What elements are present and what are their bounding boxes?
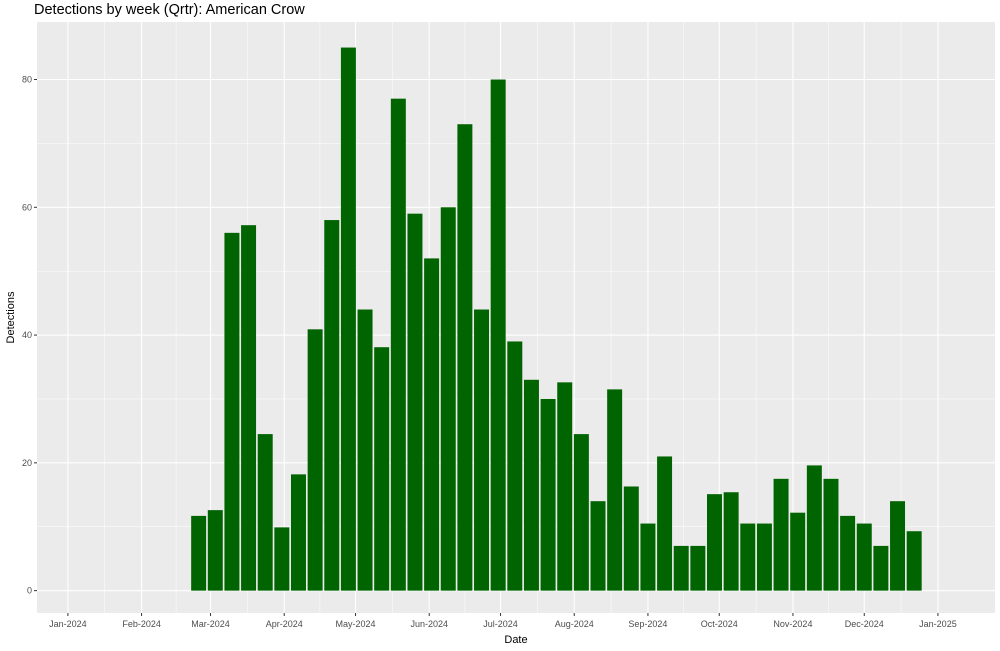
x-tick-label: Feb-2024 bbox=[122, 619, 161, 629]
x-tick-label: Jun-2024 bbox=[410, 619, 448, 629]
y-axis: 0 20 40 60 80 bbox=[22, 75, 37, 596]
bar bbox=[224, 232, 240, 591]
bar bbox=[523, 379, 539, 591]
x-axis: Jan-2024 Feb-2024 Mar-2024 Apr-2024 May-2024… bbox=[49, 613, 957, 629]
bar bbox=[457, 124, 473, 591]
x-tick-label: Sep-2024 bbox=[628, 619, 667, 629]
bar bbox=[590, 501, 606, 591]
y-tick-label: 40 bbox=[22, 330, 32, 340]
bar bbox=[374, 347, 390, 591]
y-tick-label: 20 bbox=[22, 458, 32, 468]
x-tick-label: Oct-2024 bbox=[701, 619, 738, 629]
y-tick-label: 0 bbox=[27, 586, 32, 596]
bar bbox=[756, 523, 772, 591]
bar bbox=[291, 474, 306, 591]
bar bbox=[740, 523, 756, 591]
bar bbox=[840, 515, 856, 591]
bars bbox=[191, 47, 922, 591]
bar bbox=[723, 492, 739, 591]
bar bbox=[890, 501, 906, 591]
y-tick-label: 80 bbox=[22, 75, 32, 85]
bar bbox=[357, 309, 373, 591]
bar bbox=[573, 434, 589, 591]
bar bbox=[191, 515, 207, 591]
bar bbox=[507, 341, 523, 591]
x-tick-label: Apr-2024 bbox=[266, 619, 303, 629]
bar bbox=[640, 523, 656, 591]
x-tick-label: Jan-2024 bbox=[49, 619, 87, 629]
bar bbox=[274, 527, 290, 591]
bar bbox=[407, 213, 423, 591]
bar bbox=[773, 478, 789, 591]
bar bbox=[707, 494, 722, 591]
bar bbox=[657, 456, 673, 591]
bar bbox=[324, 220, 340, 591]
x-tick-label: Dec-2024 bbox=[845, 619, 884, 629]
bar bbox=[873, 545, 889, 591]
bar bbox=[856, 523, 872, 591]
bar bbox=[557, 382, 573, 591]
bar bbox=[906, 531, 922, 591]
bar bbox=[257, 434, 273, 591]
x-tick-label: Jul-2024 bbox=[483, 619, 518, 629]
bar bbox=[440, 207, 456, 591]
bar bbox=[690, 545, 706, 591]
bar bbox=[607, 389, 623, 591]
x-tick-label: Jan-2025 bbox=[919, 619, 957, 629]
bar bbox=[207, 510, 223, 591]
bar bbox=[474, 309, 490, 591]
x-tick-label: Aug-2024 bbox=[555, 619, 594, 629]
x-axis-title: Date bbox=[504, 634, 527, 646]
bar bbox=[424, 258, 440, 591]
bar bbox=[806, 465, 822, 591]
bar bbox=[823, 478, 839, 591]
bar bbox=[390, 98, 406, 591]
x-tick-label: Nov-2024 bbox=[773, 619, 812, 629]
chart-title: Detections by week (Qrtr): American Crow bbox=[34, 2, 305, 18]
bar bbox=[241, 225, 257, 591]
x-tick-label: Mar-2024 bbox=[191, 619, 230, 629]
y-tick-label: 60 bbox=[22, 202, 32, 212]
bar bbox=[673, 545, 689, 591]
y-axis-title: Detections bbox=[5, 291, 17, 343]
bar bbox=[540, 398, 556, 591]
bar bbox=[623, 486, 639, 591]
bar bbox=[790, 512, 806, 591]
x-tick-label: May-2024 bbox=[336, 619, 376, 629]
bar bbox=[307, 329, 323, 591]
bar bbox=[340, 47, 356, 591]
bar bbox=[490, 79, 506, 591]
